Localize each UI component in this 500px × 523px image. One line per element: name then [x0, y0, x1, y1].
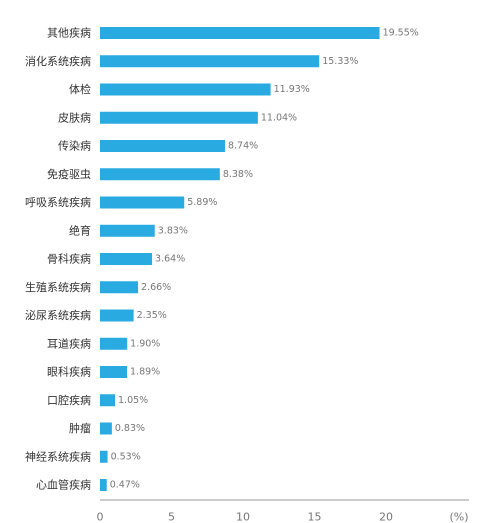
bar: [100, 253, 153, 265]
bar: [100, 394, 116, 407]
category-label: 口腔疾病: [47, 393, 91, 407]
data-label: 15.33%: [322, 56, 358, 67]
data-label: 1.05%: [118, 395, 148, 406]
bar: [100, 111, 258, 124]
bar: [100, 196, 185, 209]
data-label: 1.89%: [130, 367, 160, 378]
data-label: 2.35%: [137, 310, 167, 321]
x-tick-label: 20: [379, 511, 393, 523]
category-label: 泌尿系统疾病: [25, 308, 91, 322]
category-label: 心血管疾病: [36, 478, 91, 492]
bar: [100, 55, 320, 68]
x-tick-labels: 0 5 10 15 20: [97, 511, 394, 523]
category-label: 绝育: [69, 223, 91, 237]
bar: [100, 337, 128, 350]
category-label: 生殖系统疾病: [25, 280, 91, 294]
data-label: 11.93%: [274, 84, 310, 95]
data-label: 0.53%: [111, 451, 141, 462]
category-label: 其他疾病: [47, 26, 91, 40]
data-label: 1.90%: [130, 338, 160, 349]
category-label: 肿瘤: [69, 421, 91, 435]
data-label: 5.89%: [187, 197, 217, 208]
data-label: 3.64%: [155, 254, 185, 265]
category-label: 消化系统疾病: [25, 54, 91, 68]
category-label: 体检: [69, 82, 91, 96]
bar: [100, 140, 225, 152]
bar: [100, 224, 155, 237]
bar: [100, 281, 139, 294]
category-labels: 其他疾病消化系统疾病体检皮肤病传染病免疫驱虫呼吸系统疾病绝育骨科疾病生殖系统疾病…: [25, 26, 91, 492]
data-label: 0.83%: [115, 423, 145, 434]
category-label: 免疫驱虫: [47, 167, 91, 181]
bar: [100, 450, 108, 463]
bar: [100, 168, 220, 181]
x-tick-label: 0: [97, 511, 104, 523]
bar: [100, 83, 271, 96]
x-tick-label: 15: [308, 511, 322, 523]
x-axis-unit: (%): [449, 511, 468, 523]
category-label: 骨科疾病: [47, 252, 91, 266]
bar: [100, 309, 134, 322]
bar: [100, 27, 380, 39]
data-label: 8.74%: [228, 141, 258, 152]
data-label: 8.38%: [223, 169, 253, 180]
category-label: 耳道疾病: [47, 336, 91, 350]
bar: [100, 479, 107, 491]
category-label: 眼科疾病: [47, 365, 91, 379]
bars-layer: [100, 27, 380, 491]
data-label: 11.04%: [261, 112, 297, 123]
data-label: 3.83%: [158, 225, 188, 236]
value-labels: 19.55% 15.33% 11.93% 11.04% 8.74% 8.38% 5.89% 3…: [110, 28, 419, 491]
x-tick-label: 5: [168, 511, 175, 523]
category-label: 传染病: [58, 139, 91, 153]
x-tick-label: 10: [236, 511, 250, 523]
bar: [100, 366, 128, 378]
data-label: 0.47%: [110, 480, 140, 491]
bar: [100, 422, 112, 435]
category-label: 皮肤病: [58, 110, 91, 124]
category-label: 呼吸系统疾病: [25, 195, 91, 209]
category-label: 神经系统疾病: [25, 449, 91, 463]
data-label: 19.55%: [383, 28, 419, 39]
data-label: 2.66%: [141, 282, 171, 293]
